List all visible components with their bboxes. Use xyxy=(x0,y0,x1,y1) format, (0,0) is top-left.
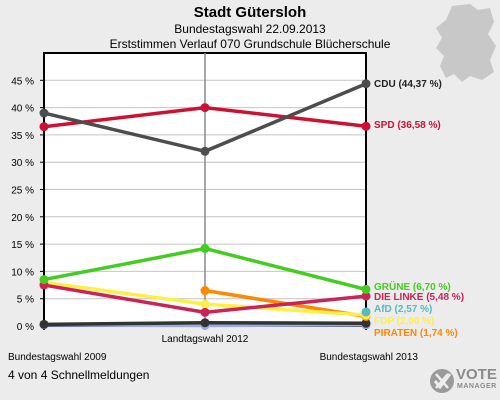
data-point-cdu xyxy=(200,146,210,156)
data-point-sonstige xyxy=(361,318,371,328)
vote-manager-logo: VOTE MANAGER xyxy=(428,365,498,397)
y-tick-label: 45 % xyxy=(11,76,34,87)
chart-title: Stadt Gütersloh xyxy=(193,4,307,21)
chart-titles: Stadt Gütersloh Bundestagswahl 22.09.201… xyxy=(0,4,500,52)
y-tick-label: 15 % xyxy=(11,240,34,251)
data-point-cdu xyxy=(361,79,371,89)
data-point-spd xyxy=(200,103,210,113)
data-point-piraten xyxy=(200,286,210,296)
data-point-grüne xyxy=(361,284,371,294)
y-tick-label: 30 % xyxy=(11,158,34,169)
series-label-spd: SPD (36,58 %) xyxy=(374,120,441,131)
y-tick-label: 0 % xyxy=(17,322,34,333)
data-point-die-linke xyxy=(200,307,210,317)
logo-word-vote: VOTE xyxy=(456,366,497,383)
data-point-grüne xyxy=(39,275,49,285)
series-label-cdu: CDU (44,37 %) xyxy=(374,79,442,90)
series-label-fdp: FDP (2,00 %) xyxy=(374,316,434,327)
y-tick-label: 20 % xyxy=(11,213,34,224)
y-tick-label: 25 % xyxy=(11,186,34,197)
series-label-grüne: GRÜNE (6,70 %) xyxy=(374,280,451,293)
x-tick-label: Bundestagswahl 2013 xyxy=(320,352,419,363)
vote-check-icon xyxy=(430,369,454,393)
data-point-grüne xyxy=(200,243,210,253)
data-point-fdp xyxy=(200,299,210,309)
series-label-piraten: PIRATEN (1,74 %) xyxy=(374,328,458,339)
germany-map-icon xyxy=(436,4,496,82)
data-point-sonstige xyxy=(200,318,210,328)
footer-report-count: 4 von 4 Schnellmeldungen xyxy=(8,368,150,382)
data-point-afd xyxy=(361,307,371,317)
data-point-cdu xyxy=(39,108,49,118)
x-tick-label: Landtagswahl 2012 xyxy=(162,334,249,345)
data-point-sonstige xyxy=(39,319,49,329)
y-tick-label: 40 % xyxy=(11,104,34,115)
logo-word-manager: MANAGER xyxy=(457,383,497,390)
chart-subtitle-election: Bundestagswahl 22.09.2013 xyxy=(174,22,326,36)
chart-subtitle-district: Erststimmen Verlauf 070 Grundschule Blüc… xyxy=(109,37,391,51)
series-label-afd: AfD (2,57 %) xyxy=(374,304,432,315)
x-tick-label: Bundestagswahl 2009 xyxy=(8,352,107,363)
data-point-spd xyxy=(361,121,371,131)
data-point-spd xyxy=(39,122,49,132)
y-tick-label: 5 % xyxy=(17,295,34,306)
y-tick-label: 35 % xyxy=(11,131,34,142)
data-point-die-linke xyxy=(361,291,371,301)
y-tick-label: 10 % xyxy=(11,267,34,278)
series-label-die-linke: DIE LINKE (5,48 %) xyxy=(374,292,464,303)
